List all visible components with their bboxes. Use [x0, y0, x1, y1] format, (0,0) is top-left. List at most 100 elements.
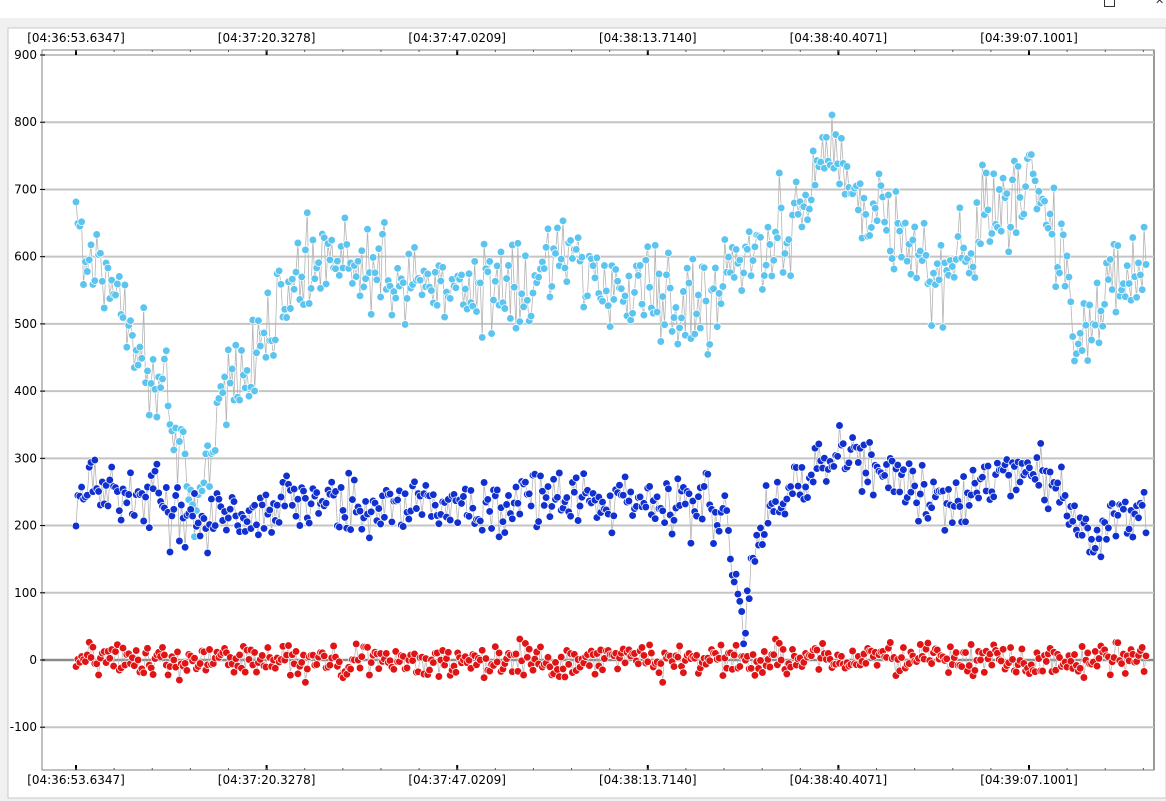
- series-0-point: [235, 395, 244, 405]
- series-0-point: [314, 258, 323, 267]
- series-0-point: [666, 283, 675, 293]
- top-x-axis-ticks: [04:36:53.6347] [04:37:20.3278] [04:37:47.…: [27, 31, 1144, 55]
- series-1-point: [1091, 544, 1100, 553]
- series-0-point: [805, 204, 814, 214]
- series-1-point: [760, 530, 769, 539]
- y-tick-label: 400: [14, 384, 37, 398]
- series-0-point: [352, 272, 361, 281]
- series-2-point: [814, 665, 823, 674]
- series-0-point: [718, 282, 728, 291]
- series-0-point: [874, 169, 884, 179]
- series-2-point: [301, 678, 310, 687]
- series-0-point: [1128, 233, 1137, 242]
- series-0-point: [786, 271, 795, 280]
- series-1-point: [667, 529, 677, 539]
- series-0-point: [478, 333, 487, 342]
- x-tick-label-bottom: [04:38:40.4071]: [790, 773, 888, 787]
- series-1-point: [94, 487, 103, 496]
- y-tick-label: 700: [14, 182, 37, 196]
- series-0-point: [1138, 285, 1147, 294]
- series-0-point: [948, 262, 957, 271]
- series-1-point: [485, 507, 494, 516]
- series-2-point: [961, 648, 970, 657]
- series-0-point: [950, 273, 959, 282]
- series-1-point: [299, 486, 308, 496]
- series-0-point: [889, 264, 899, 274]
- series-1-point: [429, 490, 438, 499]
- series-1-point: [573, 516, 583, 525]
- series-0-point: [978, 160, 987, 170]
- series-0-point: [739, 268, 748, 278]
- series-0-point: [513, 239, 523, 248]
- series-1-point: [681, 499, 690, 509]
- series-0-point: [995, 185, 1004, 194]
- series-1-point: [175, 536, 184, 546]
- series-1-point: [570, 488, 579, 497]
- close-window-icon[interactable]: ✕: [1155, 0, 1165, 7]
- series-1-point: [1083, 523, 1092, 533]
- series-1-point: [90, 455, 99, 465]
- series-0-point: [985, 237, 995, 246]
- series-1-point: [750, 557, 760, 566]
- series-1-point: [709, 539, 718, 548]
- series-1-point: [1077, 531, 1087, 540]
- series-0-point: [645, 283, 654, 292]
- series-0-point: [197, 486, 207, 496]
- series-1-point: [130, 511, 139, 520]
- series-0-point: [1111, 307, 1121, 317]
- series-1-point: [515, 509, 524, 519]
- series-2-point: [782, 669, 791, 679]
- series-1-point: [258, 500, 267, 510]
- series-0-point: [634, 271, 643, 280]
- series-1-point: [177, 500, 186, 510]
- series-2-point: [434, 672, 444, 681]
- series-1-point: [526, 501, 536, 511]
- series-0-point: [451, 283, 461, 292]
- series-0-point: [660, 320, 669, 329]
- series-0-point: [884, 190, 893, 200]
- series-1: [71, 421, 1151, 648]
- series-0-point: [214, 394, 224, 403]
- series-2-point: [382, 649, 391, 658]
- series-1-point: [476, 516, 485, 526]
- series-1-point: [139, 516, 148, 526]
- series-0-point: [635, 261, 645, 270]
- series-1-point: [259, 524, 269, 533]
- series-1-point: [273, 501, 282, 510]
- series-2-point: [1113, 638, 1122, 647]
- x-tick-label-bottom: [04:37:20.3278]: [218, 773, 316, 787]
- series-2-point: [92, 659, 101, 668]
- series-0-point: [103, 263, 113, 273]
- series-1-point: [955, 502, 964, 511]
- series-0-point: [457, 270, 466, 280]
- series-0-point: [745, 227, 754, 236]
- series-0-point: [340, 213, 350, 223]
- series-1-point: [801, 482, 810, 492]
- series-2-point: [493, 657, 502, 667]
- series-0-point: [797, 222, 807, 232]
- y-tick-label: -100: [10, 720, 37, 734]
- series-2-point: [523, 653, 532, 662]
- series-1-point: [171, 491, 180, 500]
- restore-window-icon[interactable]: [1104, 0, 1115, 7]
- series-0-point: [316, 284, 325, 293]
- series-2-point: [284, 641, 293, 650]
- series-2-point: [111, 647, 120, 656]
- series-1-point: [895, 487, 904, 497]
- series-1-point: [857, 487, 867, 496]
- series-1-point: [224, 513, 233, 523]
- series-2-point: [788, 645, 797, 654]
- series-2-point: [675, 641, 684, 651]
- y-tick-label: 900: [14, 48, 37, 62]
- series-0-point: [158, 374, 167, 384]
- series-1-point: [899, 465, 908, 474]
- series-2-point: [1079, 673, 1089, 682]
- series-0-point: [122, 343, 131, 352]
- series-1-point: [645, 482, 654, 491]
- series-0-point: [867, 223, 876, 232]
- series-1-point: [553, 493, 562, 502]
- series-0-point: [692, 309, 701, 319]
- series-1-point: [291, 512, 301, 521]
- series-1-point: [380, 513, 389, 522]
